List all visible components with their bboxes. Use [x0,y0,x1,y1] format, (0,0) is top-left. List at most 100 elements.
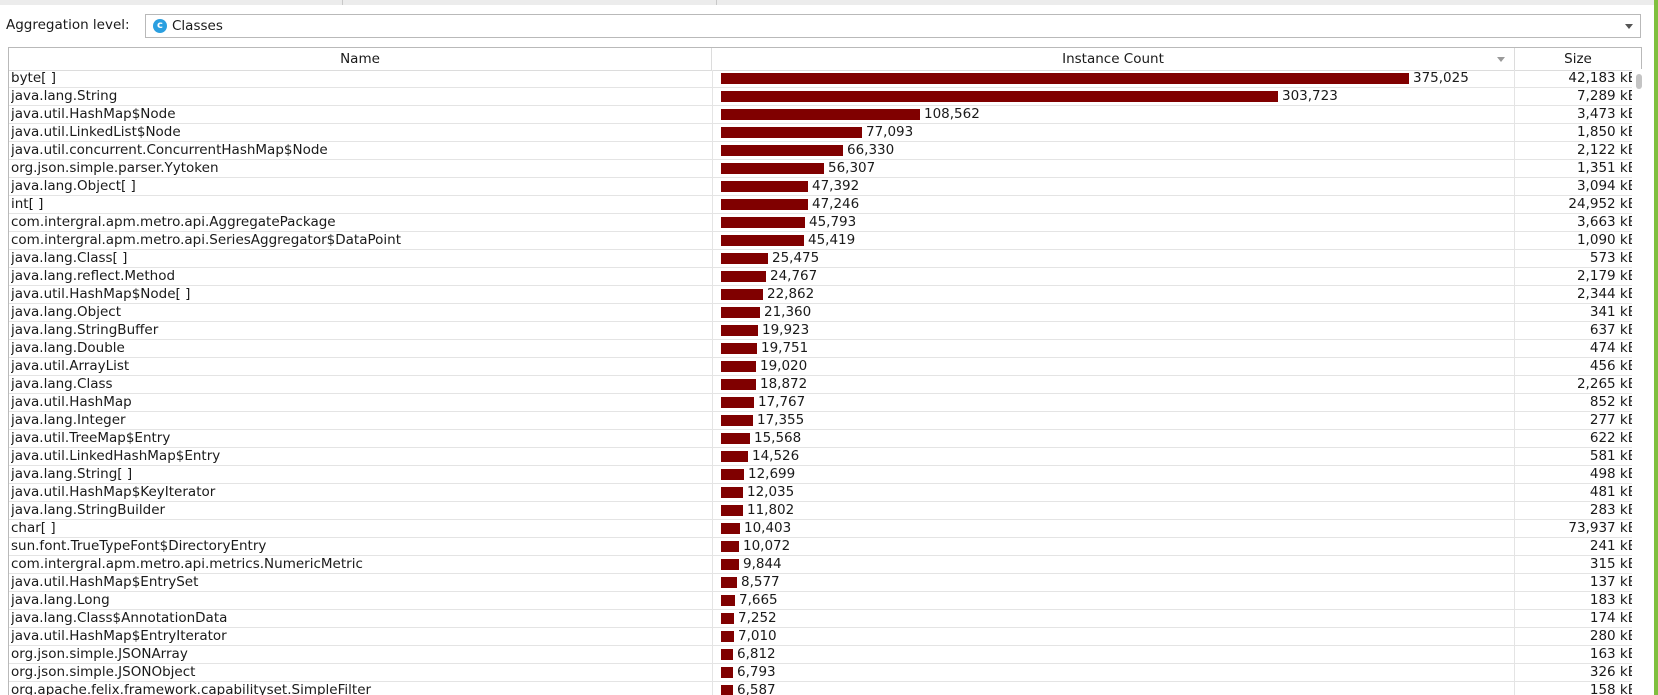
table-row[interactable]: java.lang.StringBuffer 19,923 637 kB [9,322,1641,340]
class-name-cell: com.intergral.apm.metro.api.SeriesAggreg… [11,232,401,248]
column-header-instance-count-label: Instance Count [1062,51,1164,67]
class-name-cell: java.util.concurrent.ConcurrentHashMap$N… [11,142,328,158]
size-cell: 481 kB [1589,484,1637,500]
size-cell: 163 kB [1589,646,1637,662]
aggregation-level-dropdown[interactable]: c Classes [145,14,1641,38]
table-header: Name Instance Count Size [9,48,1641,71]
class-name-cell: java.lang.Class [11,376,113,392]
instance-count-cell: 8,577 [712,574,1515,591]
instance-count-bar [721,163,824,174]
size-cell: 573 kB [1589,250,1637,266]
class-name-cell: java.lang.StringBuffer [11,322,159,338]
instance-count-value: 108,562 [924,106,980,122]
table-row[interactable]: java.lang.String 303,723 7,289 kB [9,88,1641,106]
instance-count-cell: 6,812 [712,646,1515,663]
table-row[interactable]: java.util.LinkedHashMap$Entry 14,526 581 k… [9,448,1641,466]
instance-count-value: 77,093 [866,124,914,140]
size-cell: 3,473 kB [1576,106,1637,122]
class-name-cell: int[ ] [11,196,44,212]
instance-count-cell: 10,072 [712,538,1515,555]
size-cell: 174 kB [1589,610,1637,626]
class-name-cell: org.apache.felix.framework.capabilityset… [11,682,372,695]
table-row[interactable]: int[ ] 47,246 24,952 kB [9,196,1641,214]
table-row[interactable]: java.lang.reflect.Method 24,767 2,179 kB [9,268,1641,286]
table-row[interactable]: java.util.HashMap$Node 108,562 3,473 kB [9,106,1641,124]
table-row[interactable]: com.intergral.apm.metro.api.metrics.Nume… [9,556,1641,574]
class-name-cell: java.lang.Long [11,592,110,608]
table-row[interactable]: java.lang.Object[ ] 47,392 3,094 kB [9,178,1641,196]
instance-count-bar [721,271,766,282]
class-name-cell: java.util.LinkedHashMap$Entry [11,448,221,464]
table-row[interactable]: byte[ ] 375,025 42,183 kB [9,70,1641,88]
table-row[interactable]: java.lang.Class[ ] 25,475 573 kB [9,250,1641,268]
instance-count-cell: 47,392 [712,178,1515,195]
instance-count-cell: 10,403 [712,520,1515,537]
instance-count-value: 45,793 [809,214,857,230]
instance-count-cell: 6,793 [712,664,1515,681]
table-row[interactable]: java.lang.Class$AnnotationData 7,252 174 k… [9,610,1641,628]
size-cell: 622 kB [1589,430,1637,446]
class-name-cell: java.lang.Double [11,340,125,356]
instance-count-value: 7,665 [739,592,778,608]
class-name-cell: java.util.HashMap$EntrySet [11,574,199,590]
table-row[interactable]: org.json.simple.parser.Yytoken 56,307 1,35… [9,160,1641,178]
scrollbar-thumb[interactable] [1636,74,1642,89]
table-row[interactable]: java.lang.Long 7,665 183 kB [9,592,1641,610]
instance-count-value: 15,568 [754,430,802,446]
table-row[interactable]: java.util.ArrayList 19,020 456 kB [9,358,1641,376]
table-row[interactable]: org.apache.felix.framework.capabilityset… [9,682,1641,695]
table-row[interactable]: java.util.HashMap$EntryIterator 7,010 280 … [9,628,1641,646]
table-row[interactable]: java.lang.String[ ] 12,699 498 kB [9,466,1641,484]
column-header-instance-count[interactable]: Instance Count [712,48,1515,70]
instance-count-bar [721,667,733,678]
instance-count-cell: 108,562 [712,106,1515,123]
table-row[interactable]: java.util.HashMap$Node[ ] 22,862 2,344 kB [9,286,1641,304]
table-row[interactable]: java.lang.Class 18,872 2,265 kB [9,376,1641,394]
table-row[interactable]: com.intergral.apm.metro.api.AggregatePac… [9,214,1641,232]
instance-count-cell: 7,252 [712,610,1515,627]
table-row[interactable]: java.util.TreeMap$Entry 15,568 622 kB [9,430,1641,448]
chevron-down-icon[interactable] [1625,24,1633,29]
table-body: byte[ ] 375,025 42,183 kB java.lang.String 3… [9,70,1641,695]
instance-count-bar [721,649,733,660]
table-row[interactable]: java.util.HashMap$EntrySet 8,577 137 kB [9,574,1641,592]
column-header-name[interactable]: Name [9,48,712,70]
table-row[interactable]: java.lang.Integer 17,355 277 kB [9,412,1641,430]
size-cell: 73,937 kB [1568,520,1637,536]
table-row[interactable]: java.util.HashMap$KeyIterator 12,035 481 k… [9,484,1641,502]
table-row[interactable]: java.util.HashMap 17,767 852 kB [9,394,1641,412]
size-cell: 3,663 kB [1576,214,1637,230]
table-row[interactable]: java.util.concurrent.ConcurrentHashMap$N… [9,142,1641,160]
instance-count-value: 6,587 [737,682,776,695]
instance-count-cell: 56,307 [712,160,1515,177]
instance-count-value: 9,844 [743,556,782,572]
instance-count-bar [721,307,760,318]
table-row[interactable]: java.util.LinkedList$Node 77,093 1,850 kB [9,124,1641,142]
instance-count-cell: 7,010 [712,628,1515,645]
instance-count-bar [721,685,733,695]
table-row[interactable]: org.json.simple.JSONArray 6,812 163 kB [9,646,1641,664]
table-row[interactable]: char[ ] 10,403 73,937 kB [9,520,1641,538]
size-cell: 3,094 kB [1576,178,1637,194]
instance-count-value: 8,577 [741,574,780,590]
column-header-size[interactable]: Size [1564,51,1592,67]
instance-count-bar [721,505,743,516]
class-name-cell: org.json.simple.parser.Yytoken [11,160,219,176]
table-row[interactable]: org.json.simple.JSONObject 6,793 326 kB [9,664,1641,682]
instance-count-bar [721,523,740,534]
class-name-cell: org.json.simple.JSONArray [11,646,188,662]
instance-count-bar [721,415,753,426]
instance-count-bar [721,361,756,372]
table-row[interactable]: sun.font.TrueTypeFont$DirectoryEntry 10,0… [9,538,1641,556]
table-row[interactable]: java.lang.Double 19,751 474 kB [9,340,1641,358]
size-cell: 283 kB [1589,502,1637,518]
table-row[interactable]: java.lang.StringBuilder 11,802 283 kB [9,502,1641,520]
table-row[interactable]: com.intergral.apm.metro.api.SeriesAggreg… [9,232,1641,250]
table-row[interactable]: java.lang.Object 21,360 341 kB [9,304,1641,322]
instance-count-cell: 303,723 [712,88,1515,105]
instance-count-cell: 17,767 [712,394,1515,411]
instance-count-bar [721,199,808,210]
size-cell: 1,351 kB [1576,160,1637,176]
aggregation-level-value: Classes [172,18,223,34]
vertical-scrollbar[interactable] [1632,69,1642,695]
